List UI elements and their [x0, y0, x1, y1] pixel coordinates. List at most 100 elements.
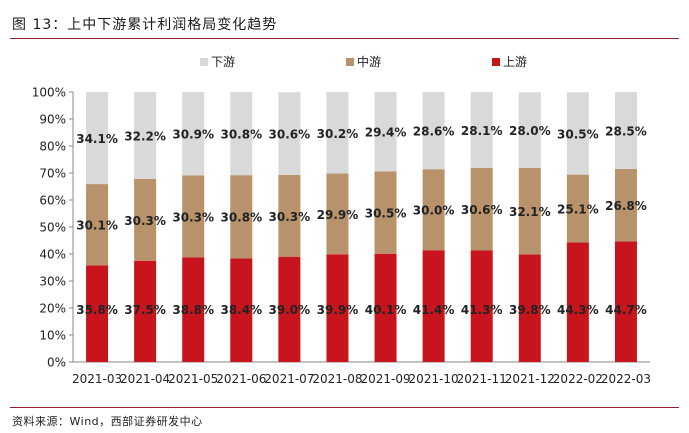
data-label: 30.2% [317, 127, 359, 141]
data-label: 30.1% [76, 219, 118, 233]
data-label: 29.9% [317, 208, 359, 222]
bar-segment [278, 92, 301, 175]
figure-title: 图 13：上中下游累计利润格局变化趋势 [12, 17, 278, 33]
y-tick-label: 0% [47, 356, 66, 370]
bar-segment [518, 254, 541, 362]
y-tick-label: 90% [39, 113, 66, 127]
y-tick-label: 30% [39, 275, 66, 289]
bar-segment [230, 258, 253, 362]
legend-label: 下游 [211, 55, 235, 69]
x-tick-label: 2021-07 [264, 372, 314, 386]
data-label: 30.6% [461, 203, 503, 217]
data-label: 29.4% [365, 126, 407, 140]
x-tick-label: 2021-05 [168, 372, 218, 386]
y-tick-label: 20% [39, 302, 66, 316]
bar-segment [230, 92, 253, 176]
x-tick-label: 2021-03 [72, 372, 122, 386]
bar-segment [86, 184, 109, 266]
y-tick-label: 50% [39, 221, 66, 235]
data-label: 30.5% [557, 127, 599, 141]
data-label: 30.3% [124, 214, 166, 228]
y-tick-label: 40% [39, 248, 66, 262]
y-tick-label: 60% [39, 194, 66, 208]
data-label: 44.3% [557, 303, 599, 317]
bar-segment [86, 265, 109, 362]
data-label: 40.1% [365, 303, 407, 317]
bar-segment [182, 175, 205, 258]
bar-segment [566, 92, 589, 175]
data-label: 30.3% [172, 210, 214, 224]
y-tick-label: 10% [39, 329, 66, 343]
legend-swatch [346, 58, 354, 66]
data-label: 38.8% [172, 303, 214, 317]
data-label: 30.5% [365, 207, 407, 221]
y-tick-label: 70% [39, 167, 66, 181]
data-label: 34.1% [76, 132, 118, 146]
bar-segment [470, 167, 493, 251]
data-label: 38.4% [220, 303, 262, 317]
bar-segment [470, 92, 493, 168]
bar-segment [374, 253, 397, 362]
data-label: 30.3% [269, 210, 311, 224]
bar-segment [374, 92, 397, 172]
bar-segment [86, 92, 109, 185]
data-label: 30.9% [172, 128, 214, 142]
bar-segment [326, 173, 349, 255]
y-tick-label: 80% [39, 140, 66, 154]
title-divider [10, 38, 679, 39]
bar-segment [326, 92, 349, 174]
data-label: 28.1% [461, 124, 503, 138]
data-label: 39.8% [509, 303, 551, 317]
bar-segment [614, 168, 637, 242]
footer-divider [10, 407, 679, 408]
bar-segment [422, 250, 445, 362]
bar-segment [182, 92, 205, 176]
data-label: 41.4% [413, 303, 455, 317]
data-label: 41.3% [461, 303, 503, 317]
bar-segment [278, 256, 301, 362]
x-tick-label: 2021-10 [409, 372, 459, 386]
bar-segment [134, 92, 157, 179]
x-tick-label: 2021-06 [216, 372, 266, 386]
bar-segment [518, 167, 541, 255]
y-tick-label: 100% [32, 86, 66, 100]
bar-segment [182, 257, 205, 362]
bar-segment [614, 92, 637, 169]
x-tick-label: 2021-08 [312, 372, 362, 386]
data-label: 39.0% [269, 303, 311, 317]
bar-segment [374, 171, 397, 254]
data-label: 30.8% [220, 128, 262, 142]
bar-segment [566, 242, 589, 362]
data-label: 44.7% [605, 303, 647, 317]
data-label: 28.0% [509, 124, 551, 138]
x-tick-label: 2022-03 [601, 372, 651, 386]
data-label: 26.8% [605, 199, 647, 213]
bar-segment [326, 254, 349, 362]
x-tick-label: 2021-12 [505, 372, 555, 386]
bar-segment [518, 92, 541, 168]
legend-swatch [200, 58, 208, 66]
bar-segment [278, 174, 301, 257]
data-label: 32.1% [509, 205, 551, 219]
data-label: 25.1% [557, 203, 599, 217]
data-label: 30.8% [220, 211, 262, 225]
data-label: 30.0% [413, 204, 455, 218]
stacked-bar-chart: 0% 10% 20% 30% 40% 50% 60% 70% 80% 90% 100% 35.8% 30… [32, 54, 651, 386]
bar-segment [470, 250, 493, 362]
x-tick-label: 2021-04 [120, 372, 170, 386]
bar-segment [230, 175, 253, 259]
bar-segment [422, 92, 445, 170]
legend-label: 上游 [503, 55, 527, 69]
legend-label: 中游 [357, 54, 381, 69]
source-note: 资料来源：Wind，西部证券研发中心 [12, 415, 203, 428]
bar-segment [422, 169, 445, 251]
bar-segment [134, 178, 157, 261]
data-label: 35.8% [76, 303, 118, 317]
x-tick-label: 2021-11 [457, 372, 507, 386]
x-tick-label: 2021-09 [360, 372, 410, 386]
x-tick-label: 2022-02 [553, 372, 603, 386]
data-label: 32.2% [124, 129, 166, 143]
data-label: 30.6% [269, 128, 311, 142]
data-label: 39.9% [317, 303, 359, 317]
bar-segment [134, 260, 157, 362]
